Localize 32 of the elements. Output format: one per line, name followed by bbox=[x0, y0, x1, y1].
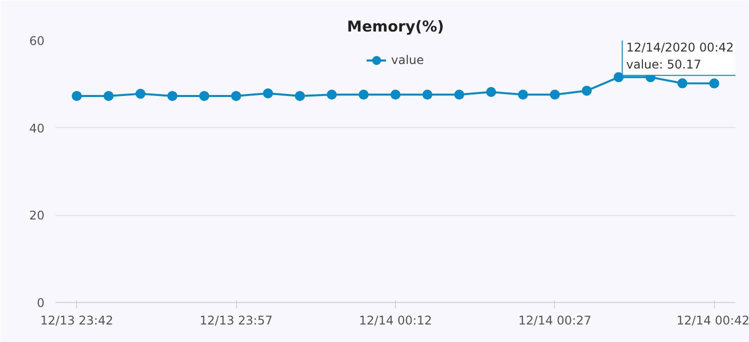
point bbox=[486, 87, 496, 98]
x-tick-label: 12/13 23:42 bbox=[40, 314, 114, 328]
y-tick-label: 40 bbox=[29, 121, 45, 136]
point bbox=[454, 90, 464, 100]
chart-title: Memory(%) bbox=[347, 18, 444, 36]
x-tick-label: 12/14 00:42 bbox=[676, 314, 749, 328]
point bbox=[136, 88, 146, 99]
point bbox=[231, 90, 242, 101]
point bbox=[199, 90, 210, 101]
point bbox=[294, 90, 305, 101]
x-tick-label: 12/14 00:27 bbox=[518, 314, 592, 328]
point bbox=[358, 90, 369, 100]
annotation: 12/14/2020 00:42 value: 50.17 bbox=[626, 40, 734, 72]
point bbox=[709, 78, 720, 88]
y-tick-label: 20 bbox=[29, 208, 45, 223]
point bbox=[518, 90, 528, 100]
y-tick-label: 0 bbox=[36, 296, 45, 310]
point bbox=[167, 90, 178, 101]
point bbox=[390, 90, 400, 100]
point bbox=[263, 88, 273, 98]
point bbox=[614, 72, 624, 82]
point bbox=[104, 90, 114, 101]
point bbox=[326, 90, 337, 100]
point bbox=[582, 86, 592, 96]
y-tick-label: 60 bbox=[29, 34, 45, 48]
point bbox=[72, 90, 82, 101]
x-tick-label: 12/14 00:12 bbox=[359, 314, 432, 328]
x-tick-label: 12/13 23:57 bbox=[200, 314, 273, 328]
point bbox=[550, 90, 560, 100]
legend-label: value bbox=[391, 53, 424, 67]
point bbox=[677, 78, 688, 88]
point bbox=[422, 90, 432, 100]
